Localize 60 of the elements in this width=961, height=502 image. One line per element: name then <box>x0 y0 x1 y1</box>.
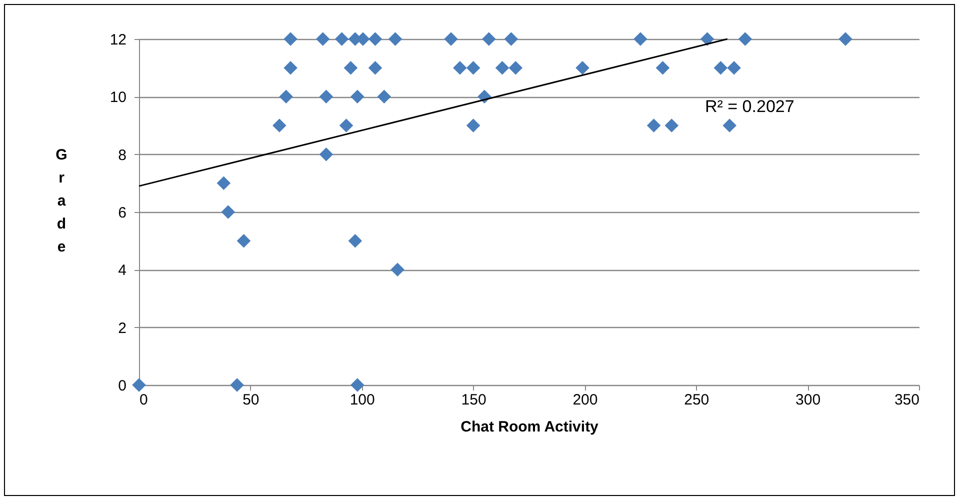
point <box>350 378 364 392</box>
point <box>722 118 736 132</box>
point <box>221 205 236 219</box>
point <box>279 90 293 104</box>
point <box>319 147 334 162</box>
point <box>316 32 330 46</box>
x-tick-label: 250 <box>684 392 710 408</box>
point <box>368 60 382 75</box>
y-tick-label: 6 <box>118 204 126 222</box>
y-tick-label: 4 <box>118 262 126 280</box>
x-axis-title: Chat Room Activity <box>460 418 600 436</box>
x-tick-label: 300 <box>796 392 821 408</box>
y-tick-label: 12 <box>110 32 126 48</box>
point <box>230 378 244 392</box>
point <box>714 60 728 75</box>
point <box>444 32 458 46</box>
point <box>495 60 510 75</box>
point <box>272 118 286 132</box>
point <box>339 118 354 132</box>
point <box>344 60 358 75</box>
point <box>508 60 523 75</box>
y-tick-label: 2 <box>118 320 126 337</box>
point <box>390 262 404 277</box>
x-tick-label: 150 <box>461 392 486 408</box>
point <box>132 378 146 392</box>
point <box>284 32 298 46</box>
x-tick-label: 200 <box>572 392 598 408</box>
point <box>216 176 231 190</box>
x-tick-label: 100 <box>350 392 375 408</box>
x-tick-label: 350 <box>894 392 920 408</box>
annotation: R² = 0.2027 <box>705 97 794 116</box>
point <box>350 90 364 104</box>
x-tick-label: 0 <box>140 392 148 408</box>
point <box>656 60 670 75</box>
y-axis-title: Grade <box>56 146 68 256</box>
point <box>576 60 590 75</box>
y-tick-label: 10 <box>110 89 126 106</box>
y-tick-label: 0 <box>118 378 126 394</box>
point <box>388 32 402 46</box>
point <box>634 32 648 46</box>
point <box>482 32 496 46</box>
point <box>348 234 362 248</box>
point <box>319 90 334 104</box>
y-tick-label: 8 <box>118 146 126 164</box>
point <box>838 32 852 46</box>
point <box>664 118 679 132</box>
point <box>504 32 518 46</box>
point <box>453 60 467 75</box>
point <box>368 32 382 46</box>
point <box>466 60 480 75</box>
point <box>727 60 741 75</box>
point <box>646 118 661 132</box>
point <box>466 118 480 132</box>
point <box>236 234 251 248</box>
point <box>377 90 392 104</box>
point <box>334 32 349 46</box>
point <box>700 32 714 46</box>
point <box>284 60 298 75</box>
point <box>738 32 752 46</box>
x-tick-label: 50 <box>242 392 260 408</box>
